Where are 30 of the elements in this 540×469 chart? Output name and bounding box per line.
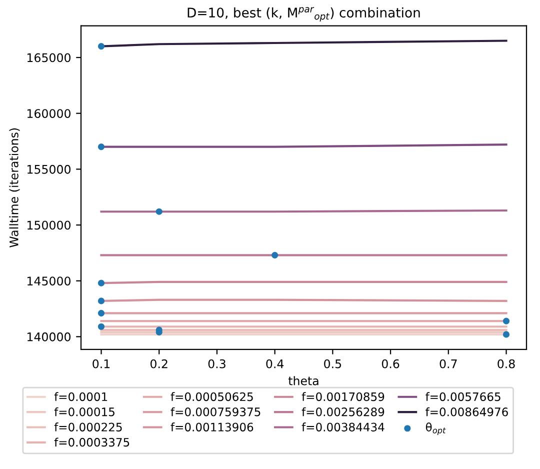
y-tick-label: 150000 — [28, 220, 70, 230]
x-axis-title: theta — [288, 376, 318, 386]
legend-label: f=0.00113906 — [170, 422, 254, 432]
y-tick-label: 145000 — [28, 276, 70, 286]
legend-label: f=0.00050625 — [170, 392, 253, 402]
x-tick-label: 0.8 — [498, 359, 515, 368]
legend-label: f=0.000759375 — [170, 407, 260, 416]
legend-label: f=0.00384434 — [302, 422, 384, 432]
y-axis-title: Walltime (iterations) — [9, 128, 20, 248]
x-tick-label: 0.2 — [150, 359, 168, 368]
legend-label: f=0.000225 — [54, 422, 122, 432]
legend-label: f=0.00170859 — [302, 392, 384, 402]
legend-label: θ$_{opt}$ — [426, 422, 446, 435]
y-tick-label: 140000 — [28, 332, 70, 342]
x-tick-label: 0.7 — [440, 359, 457, 368]
x-tick-label: 0.4 — [266, 359, 284, 368]
x-tick-label: 0.1 — [92, 359, 110, 368]
legend-label: f=0.0057665 — [426, 392, 500, 402]
y-tick-label: 155000 — [28, 164, 70, 174]
y-tick-label: 165000 — [28, 53, 70, 62]
y-tick-label: 160000 — [28, 109, 70, 118]
legend-label: f=0.00015 — [54, 407, 114, 416]
x-tick-label: 0.3 — [208, 359, 226, 368]
x-tick-label: 0.6 — [382, 359, 400, 368]
legend-label: f=0.00864976 — [426, 407, 508, 416]
legend-label: f=0.0003375 — [54, 438, 130, 447]
chart-title: D=10, best (k, M$^{par}$$_{opt}$) combination — [188, 7, 420, 22]
legend-label: f=0.0001 — [54, 392, 108, 402]
x-tick-label: 0.5 — [324, 359, 342, 368]
legend-label: f=0.00256289 — [302, 407, 384, 416]
